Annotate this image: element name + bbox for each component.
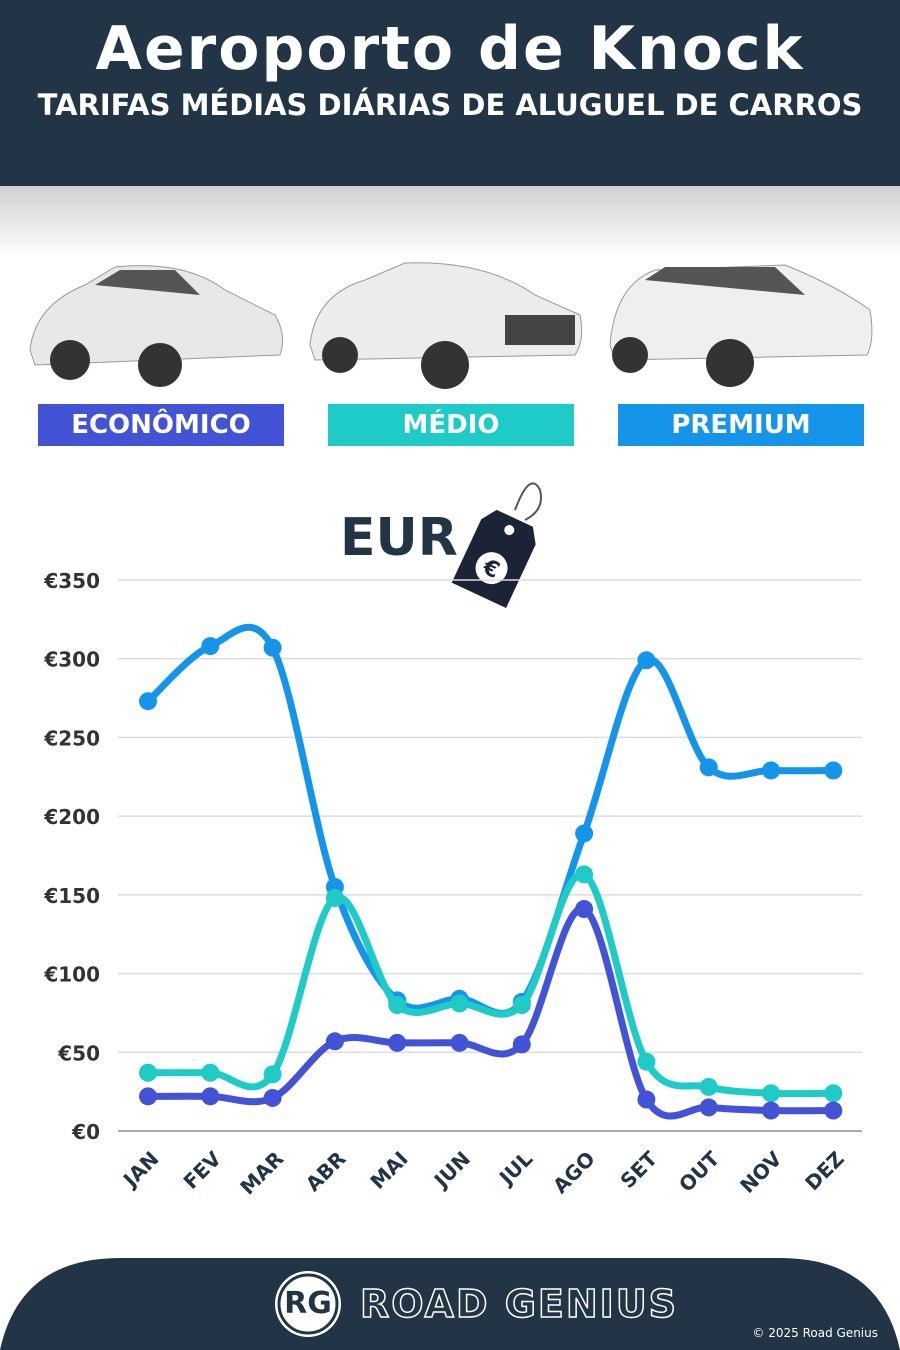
currency-label: EUR — [340, 508, 458, 568]
series-line-médio — [144, 870, 837, 1098]
data-point — [699, 1077, 718, 1096]
data-point — [201, 1063, 220, 1082]
data-point — [512, 1035, 531, 1054]
data-point — [699, 1098, 718, 1117]
x-tick-label: JUL — [493, 1146, 537, 1190]
y-tick-label: €50 — [57, 1041, 100, 1065]
page-subtitle: TARIFAS MÉDIAS DIÁRIAS DE ALUGUEL DE CAR… — [37, 88, 863, 122]
x-tick-label: NOV — [735, 1146, 787, 1198]
x-tick-label: JUN — [428, 1147, 475, 1194]
premium-car-image — [609, 264, 873, 387]
line-chart: €0 €50 €100 €150 €200 €250 €300 €350 JAN FEV MAR AB… — [43, 569, 862, 1200]
badge-premium: PREMIUM — [618, 404, 864, 446]
data-point — [139, 1087, 157, 1106]
data-point — [139, 692, 157, 711]
data-point — [201, 1087, 220, 1106]
data-point — [263, 1065, 282, 1084]
economy-car-image — [29, 265, 284, 387]
x-tick-label: DEZ — [800, 1147, 849, 1196]
x-tick-label: SET — [615, 1146, 662, 1193]
data-point — [201, 637, 220, 656]
data-point — [699, 758, 718, 777]
data-point — [263, 1088, 282, 1107]
x-tick-label: ABR — [301, 1147, 351, 1197]
x-tick-label: MAI — [365, 1147, 412, 1194]
price-tag-icon: € — [451, 482, 542, 608]
series-line-premium — [144, 623, 837, 1017]
data-point — [388, 996, 407, 1015]
header-shadow — [0, 186, 900, 256]
data-point — [575, 865, 594, 884]
header: Aeroporto de Knock TARIFAS MÉDIAS DIÁRIA… — [0, 0, 900, 186]
x-tick-label: MAR — [235, 1147, 288, 1200]
copyright: © 2025 Road Genius — [752, 1326, 878, 1340]
data-point — [824, 1084, 843, 1103]
road-genius-logo — [275, 1271, 341, 1337]
y-tick-label: €100 — [43, 963, 100, 987]
y-tick-label: €350 — [43, 569, 100, 593]
page-title: Aeroporto de Knock — [95, 14, 805, 84]
data-point — [325, 1032, 344, 1051]
data-point — [325, 889, 344, 908]
brand-name: ROAD GENIUS — [359, 1281, 679, 1327]
data-point — [450, 994, 469, 1013]
x-tick-label: OUT — [674, 1146, 724, 1196]
badge-economy: ECONÔMICO — [38, 404, 284, 446]
y-tick-label: €200 — [43, 805, 100, 829]
x-tick-label: FEV — [179, 1146, 227, 1194]
logo-text: RG — [284, 1286, 332, 1321]
badge-mid: MÉDIO — [328, 404, 574, 446]
data-point — [762, 1084, 780, 1103]
data-point — [762, 761, 780, 780]
y-tick-label: €0 — [71, 1120, 100, 1144]
data-point — [824, 761, 843, 780]
data-point — [637, 1052, 656, 1071]
y-tick-label: €150 — [43, 884, 100, 908]
footer: RG ROAD GENIUS © 2025 Road Genius — [0, 1258, 900, 1350]
data-point — [637, 651, 656, 670]
data-point — [450, 1033, 469, 1052]
data-point — [575, 824, 594, 843]
x-tick-label: AGO — [548, 1147, 600, 1199]
y-tick-label: €250 — [43, 726, 100, 750]
data-point — [824, 1101, 843, 1120]
data-point — [263, 638, 282, 657]
mid-car-image — [309, 262, 583, 389]
data-point — [139, 1063, 157, 1082]
data-point — [388, 1033, 407, 1052]
data-point — [762, 1101, 780, 1120]
y-tick-label: €300 — [43, 648, 100, 672]
data-point — [575, 900, 594, 919]
data-point — [512, 996, 531, 1015]
data-point — [637, 1090, 656, 1109]
x-tick-label: JAN — [117, 1147, 163, 1193]
